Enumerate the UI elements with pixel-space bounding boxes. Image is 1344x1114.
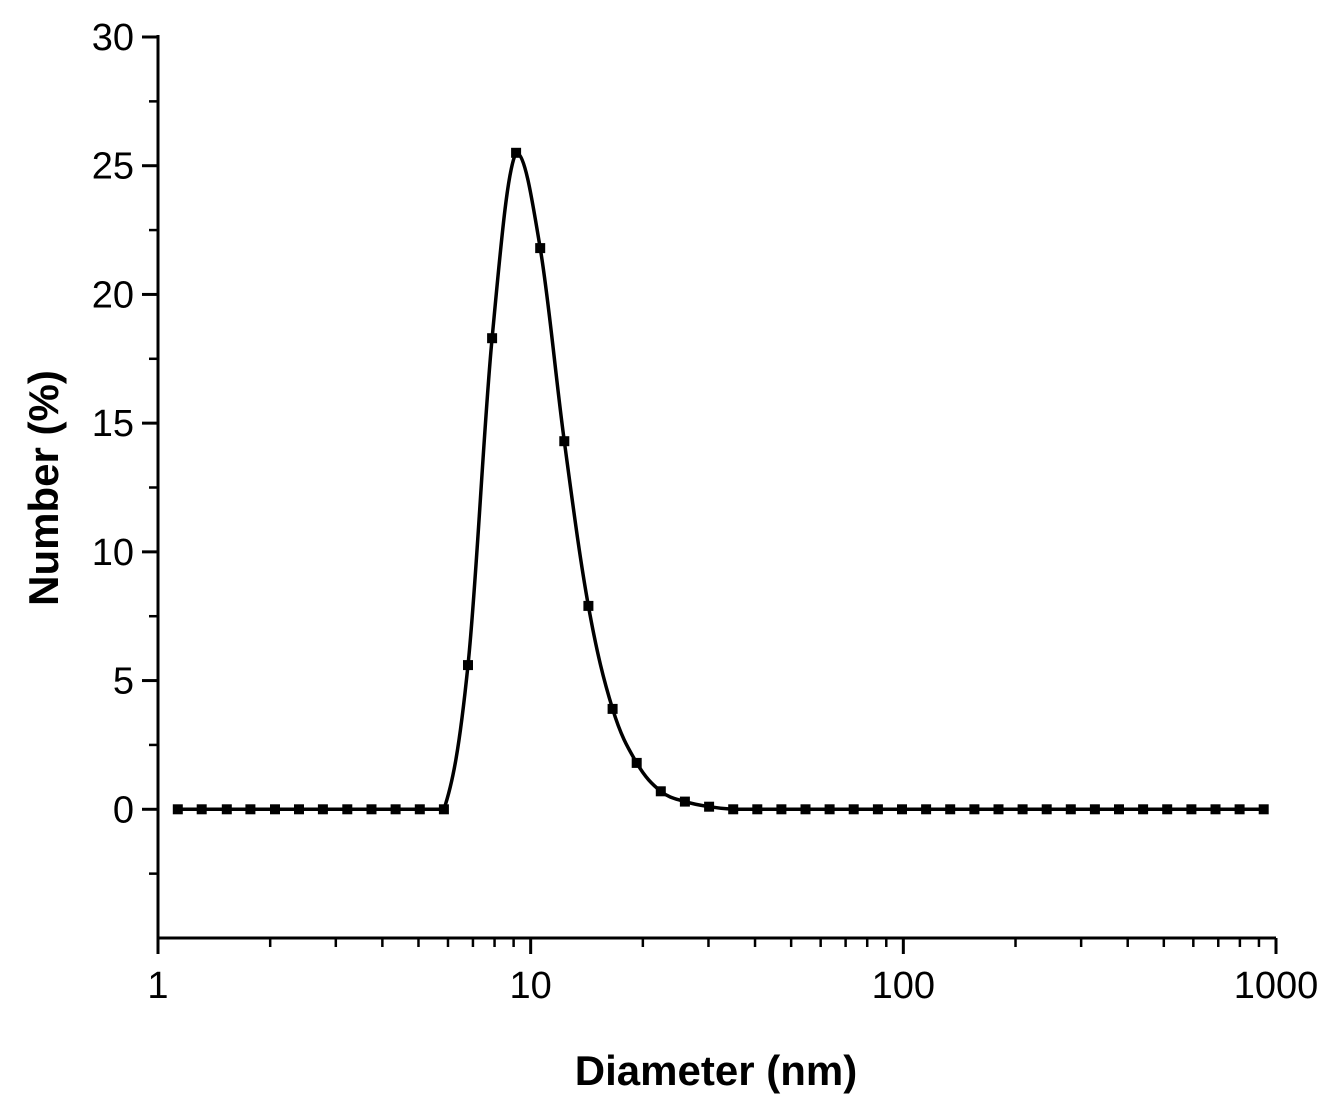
data-point	[848, 804, 859, 815]
axes	[156, 35, 1276, 940]
data-point	[317, 804, 328, 815]
y-tick-label: 5	[113, 661, 134, 703]
y-axis-title: Number (%)	[20, 370, 67, 606]
data-point	[728, 804, 739, 815]
data-point	[366, 804, 377, 815]
data-point	[1041, 804, 1052, 815]
data-point	[1017, 804, 1028, 815]
data-point	[1114, 804, 1124, 815]
data-point	[511, 147, 522, 158]
data-point	[1234, 804, 1245, 815]
data-point	[800, 804, 811, 815]
data-point	[196, 804, 207, 815]
data-point	[824, 804, 835, 815]
data-point	[270, 804, 280, 815]
data-point	[535, 243, 546, 254]
series-line	[177, 151, 1264, 812]
data-point	[438, 804, 449, 815]
x-tick-label: 1000	[1234, 965, 1319, 1007]
data-point	[1138, 804, 1149, 815]
data-point	[969, 804, 980, 815]
data-point	[993, 804, 1004, 815]
y-tick-label: 15	[92, 403, 134, 445]
data-point	[463, 660, 473, 671]
ticks: 0 5 10 15 20 25 30 1 10 100 1000	[92, 17, 1319, 1007]
data-point	[776, 804, 787, 815]
data-point	[655, 786, 666, 797]
data-point	[342, 804, 353, 815]
data-point	[487, 333, 498, 344]
data-point	[704, 801, 715, 812]
data-point	[1210, 804, 1221, 815]
data-point	[294, 804, 304, 815]
plot-area	[172, 147, 1269, 815]
y-tick-label: 30	[92, 17, 134, 59]
data-point	[221, 804, 232, 815]
y-tick-label: 20	[92, 274, 134, 316]
data-point	[583, 600, 594, 611]
data-point	[1089, 804, 1100, 815]
x-tick-label: 100	[872, 965, 935, 1007]
data-point	[631, 757, 642, 768]
y-tick-label: 10	[92, 532, 134, 574]
data-point	[390, 804, 401, 815]
data-point	[607, 703, 618, 714]
data-point	[752, 804, 763, 815]
data-point	[921, 804, 932, 815]
x-tick-label: 1	[147, 965, 168, 1007]
data-point	[414, 804, 425, 815]
data-point	[1162, 804, 1173, 815]
y-tick-label: 25	[92, 146, 134, 188]
x-axis-title: Diameter (nm)	[575, 1047, 857, 1094]
data-point	[172, 804, 183, 815]
data-point	[945, 804, 956, 815]
data-point	[1065, 804, 1076, 815]
data-point	[245, 804, 256, 815]
y-tick-label: 0	[113, 789, 134, 831]
data-point	[872, 804, 883, 815]
x-tick-label: 10	[510, 965, 552, 1007]
data-point	[679, 796, 690, 807]
data-point	[1186, 804, 1197, 815]
data-point	[1258, 804, 1269, 815]
data-point	[559, 436, 570, 447]
data-point	[897, 804, 907, 815]
